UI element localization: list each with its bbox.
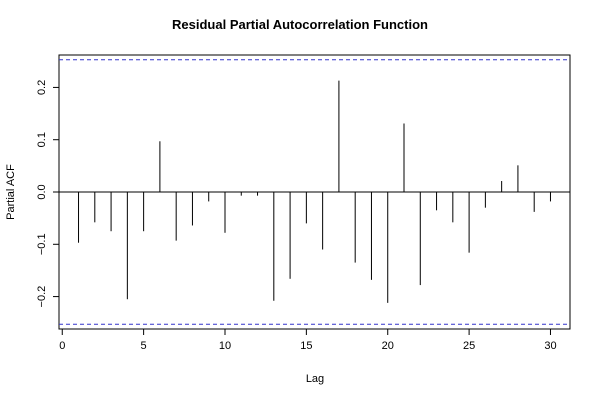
plot-marks: 0 5 10 15 20 25 30 −0.2 −0.1 0.0 0.1 0.2 [36, 59, 570, 352]
x-tick-label: 10 [219, 340, 231, 352]
y-tick-label: 0.2 [36, 80, 48, 95]
x-tick-label: 20 [382, 340, 394, 352]
y-tick-label: −0.2 [36, 286, 48, 308]
chart-title: Residual Partial Autocorrelation Functio… [172, 17, 428, 32]
x-tick-label: 5 [141, 340, 147, 352]
y-tick-label: 0.1 [36, 132, 48, 147]
y-tick-label: 0.0 [36, 184, 48, 199]
y-axis-label: Partial ACF [5, 164, 17, 220]
x-tick-label: 15 [300, 340, 312, 352]
x-tick-label: 25 [463, 340, 475, 352]
x-tick-label: 0 [59, 340, 65, 352]
x-tick-label: 30 [544, 340, 556, 352]
y-tick-label: −0.1 [36, 233, 48, 255]
x-axis-label: Lag [306, 373, 324, 385]
